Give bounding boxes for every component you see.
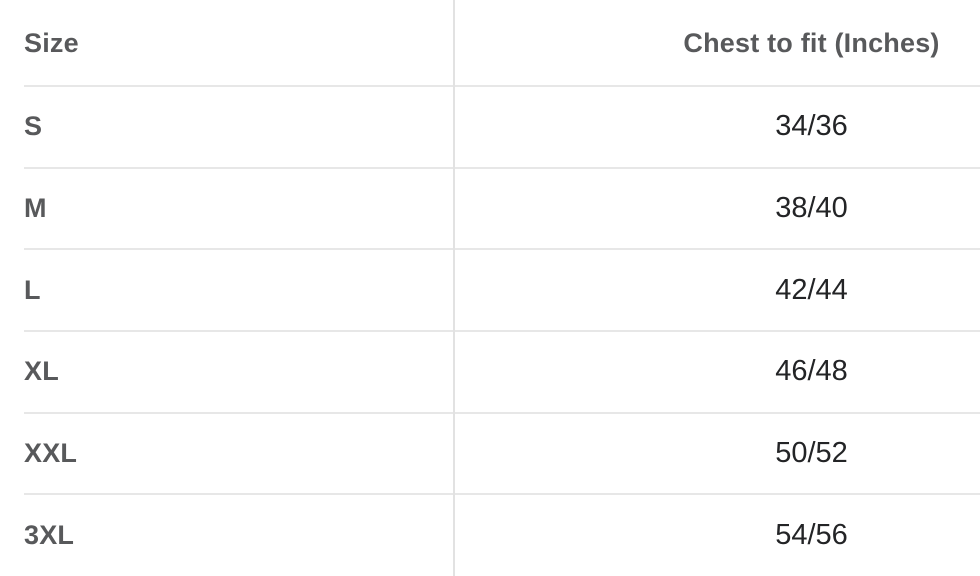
table-row: XL 46/48 — [0, 331, 980, 414]
chest-column-header: Chest to fit (Inches) — [683, 27, 940, 58]
table-row: XXL 50/52 — [0, 413, 980, 496]
size-label: L — [24, 274, 41, 305]
size-label: M — [24, 193, 47, 223]
chest-cell: 54/56 — [453, 519, 980, 552]
table-header-row: Size Chest to fit (Inches) — [0, 0, 980, 87]
size-cell: XXL — [0, 438, 453, 469]
size-label: 3XL — [24, 519, 75, 550]
chest-value: 54/56 — [775, 518, 848, 551]
size-column-header: Size — [24, 27, 79, 58]
table-row: S 34/36 — [0, 86, 980, 169]
size-label: XL — [24, 356, 59, 387]
size-cell: L — [0, 275, 453, 306]
header-cell-size: Size — [0, 28, 453, 59]
size-cell: 3XL — [0, 520, 453, 551]
chest-value: 34/36 — [775, 110, 848, 143]
header-cell-chest: Chest to fit (Inches) — [453, 28, 980, 59]
size-label: XXL — [24, 438, 78, 469]
size-cell: S — [0, 111, 453, 142]
chest-value: 38/40 — [775, 192, 848, 224]
size-cell: XL — [0, 356, 453, 387]
chest-cell: 34/36 — [453, 110, 980, 143]
table-row: 3XL 54/56 — [0, 494, 980, 576]
size-label: S — [24, 111, 43, 142]
size-cell: M — [0, 193, 453, 224]
chest-value: 42/44 — [775, 273, 848, 306]
chest-cell: 38/40 — [453, 192, 980, 225]
table-row: M 38/40 — [0, 168, 980, 251]
column-divider — [453, 0, 455, 576]
chest-value: 50/52 — [775, 437, 848, 470]
chest-cell: 42/44 — [453, 274, 980, 307]
table-row: L 42/44 — [0, 249, 980, 332]
chest-cell: 46/48 — [453, 355, 980, 388]
chest-cell: 50/52 — [453, 437, 980, 470]
chest-value: 46/48 — [775, 355, 848, 388]
